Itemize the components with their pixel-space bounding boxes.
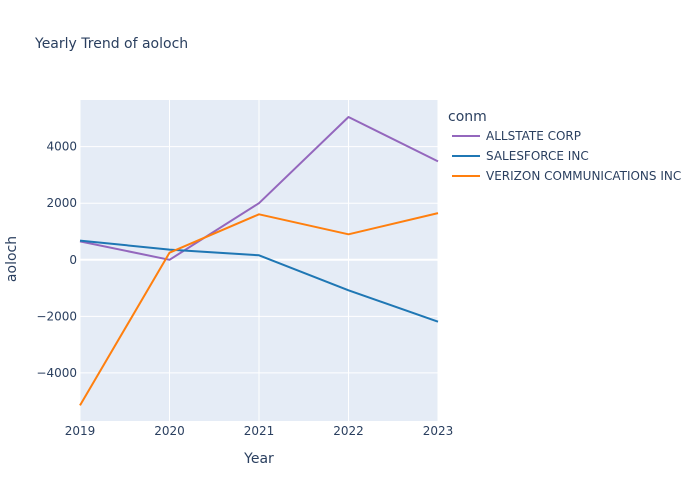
legend-item-label: VERIZON COMMUNICATIONS INC — [486, 169, 681, 183]
series-line-1 — [79, 239, 439, 323]
y-tick-label: −2000 — [36, 309, 77, 323]
y-tick-label: 4000 — [46, 140, 77, 154]
x-tick-label: 2022 — [333, 424, 364, 438]
series-lines — [79, 116, 439, 406]
legend-title: conm — [448, 109, 487, 125]
y-axis-title: aoloch — [4, 236, 20, 282]
series-line-2 — [79, 212, 439, 406]
legend-item-label: SALESFORCE INC — [486, 149, 589, 163]
x-axis-title: Year — [243, 451, 274, 467]
legend-item-label: ALLSTATE CORP — [486, 129, 581, 143]
legend: conm ALLSTATE CORP SALESFORCE INC VERIZON … — [448, 109, 681, 183]
series-line-0 — [79, 116, 439, 261]
x-tick-label: 2021 — [244, 424, 275, 438]
y-tick-label: 0 — [69, 253, 77, 267]
y-tick-label: 2000 — [46, 196, 77, 210]
x-tick-label: 2019 — [65, 424, 96, 438]
x-tick-label: 2023 — [423, 424, 454, 438]
y-axis-ticks: −4000 −2000 0 2000 4000 — [36, 140, 77, 380]
x-axis-ticks: 2019 2020 2021 2022 2023 — [65, 424, 454, 438]
chart-title: Yearly Trend of aoloch — [35, 36, 189, 52]
x-tick-label: 2020 — [154, 424, 185, 438]
y-tick-label: −4000 — [36, 366, 77, 380]
